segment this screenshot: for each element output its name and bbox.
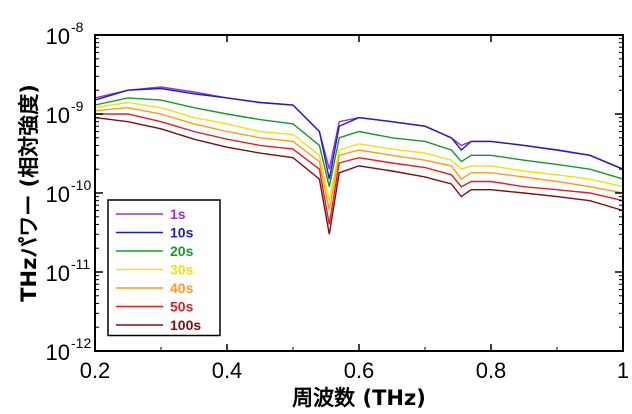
y-tick-exponent: -9	[71, 98, 84, 114]
series-line-10s	[94, 87, 624, 180]
series-line-50s	[95, 113, 624, 225]
x-tick-label: 0.8	[476, 358, 507, 383]
legend: 1s 10s 20s 30s 40s 50s 100s	[107, 199, 221, 337]
legend-label: 10s	[170, 225, 194, 241]
legend-label: 50s	[170, 299, 194, 315]
y-tick-label: 10	[46, 261, 70, 286]
legend-label: 1s	[170, 206, 186, 222]
series-line-30s	[94, 101, 624, 201]
series-line-20s	[94, 97, 624, 187]
y-tick-exponent: -12	[71, 335, 91, 351]
x-tick-label: 1	[617, 358, 629, 383]
legend-box	[107, 199, 221, 337]
x-tick-label: 0.2	[80, 358, 111, 383]
series-line-100s	[94, 116, 624, 235]
y-tick-label: 10	[46, 24, 70, 49]
legend-label: 20s	[170, 243, 194, 259]
y-tick-exponent: -11	[71, 256, 90, 272]
x-tick-label: 0.6	[344, 358, 375, 383]
y-axis-label: THzパワー (相対強度)	[17, 84, 41, 302]
series-lines	[94, 86, 624, 235]
x-tick-label: 0.4	[212, 358, 243, 383]
legend-label: 40s	[170, 280, 194, 296]
y-tick-label: 10	[46, 182, 70, 207]
x-axis-label: 周波数 (THz)	[292, 386, 426, 410]
series-line-40s	[94, 106, 624, 211]
legend-label: 100s	[170, 317, 201, 333]
series-line-1s	[94, 86, 624, 170]
y-tick-exponent: -10	[71, 177, 91, 193]
y-tick-exponent: -8	[71, 19, 84, 35]
legend-label: 30s	[170, 262, 194, 278]
y-tick-label: 10	[46, 103, 70, 128]
x-axis-ticks: 0.2 0.4 0.6 0.8 1	[80, 35, 629, 383]
y-tick-label: 10	[46, 340, 70, 365]
